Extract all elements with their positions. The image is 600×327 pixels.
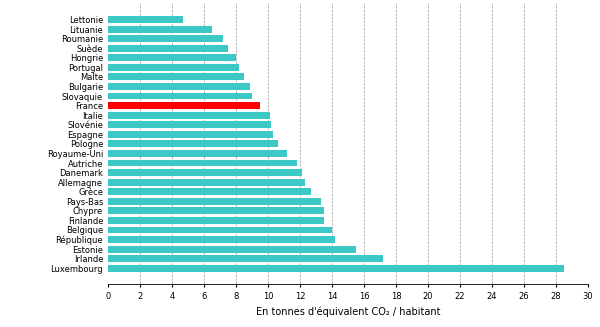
Bar	[108, 54, 236, 61]
Bar	[108, 64, 239, 71]
Bar	[108, 236, 335, 243]
Bar	[108, 35, 223, 42]
Bar	[108, 255, 383, 262]
Bar	[108, 265, 564, 272]
Bar	[108, 198, 321, 205]
Bar	[108, 26, 212, 32]
Bar	[108, 102, 260, 109]
Bar	[108, 93, 252, 99]
Bar	[108, 121, 271, 128]
Bar	[108, 45, 228, 52]
Bar	[108, 246, 356, 252]
Bar	[108, 188, 311, 195]
Bar	[108, 140, 278, 147]
Bar	[108, 131, 273, 138]
Bar	[108, 112, 269, 119]
Bar	[108, 160, 297, 166]
Bar	[108, 74, 244, 80]
Bar	[108, 207, 324, 214]
Bar	[108, 227, 332, 233]
X-axis label: En tonnes d'équivalent CO₂ / habitant: En tonnes d'équivalent CO₂ / habitant	[256, 307, 440, 317]
Bar	[108, 179, 305, 186]
Bar	[108, 169, 302, 176]
Bar	[108, 217, 324, 224]
Bar	[108, 83, 250, 90]
Bar	[108, 16, 183, 23]
Bar	[108, 150, 287, 157]
